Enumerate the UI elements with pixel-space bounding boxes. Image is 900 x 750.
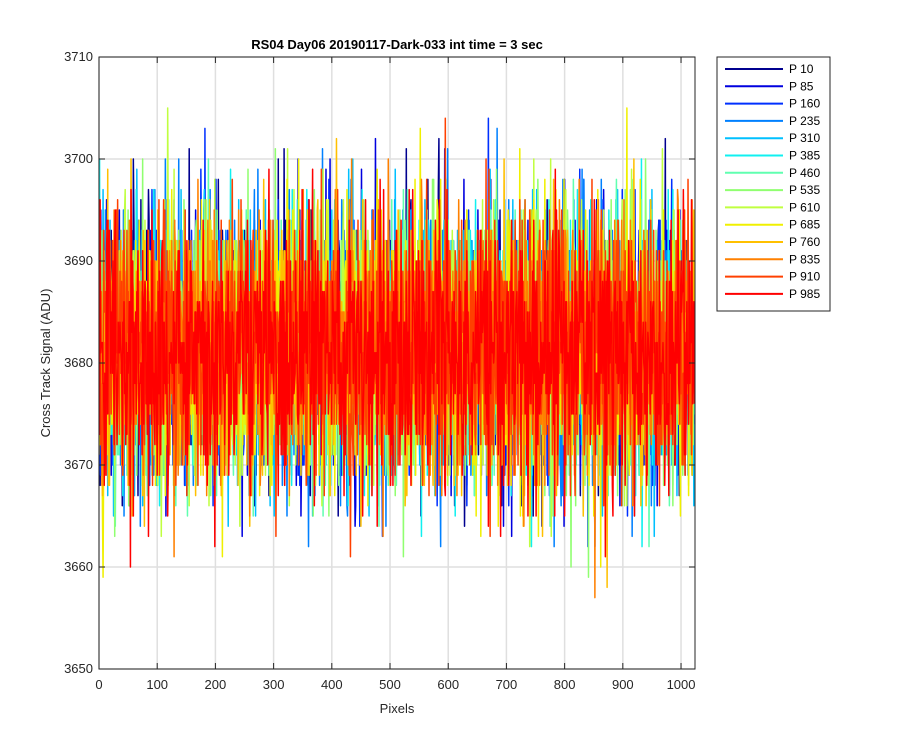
legend-label: P 235	[789, 114, 820, 128]
x-tick-label: 800	[554, 677, 576, 692]
y-tick-label: 3680	[64, 355, 93, 370]
legend-label: P 610	[789, 200, 820, 214]
series-line-13	[99, 168, 695, 568]
chart-title: RS04 Day06 20190117-Dark-033 int time = …	[251, 37, 543, 52]
legend-label: P 385	[789, 149, 820, 163]
y-tick-label: 3670	[64, 457, 93, 472]
legend-label: P 985	[789, 287, 820, 301]
x-axis-label: Pixels	[380, 701, 415, 716]
legend-label: P 535	[789, 183, 820, 197]
x-tick-label: 700	[496, 677, 518, 692]
y-tick-label: 3700	[64, 151, 93, 166]
legend-label: P 85	[789, 79, 814, 93]
x-tick-label: 1000	[667, 677, 696, 692]
y-tick-label: 3710	[64, 49, 93, 64]
legend-label: P 460	[789, 166, 820, 180]
plot-area: 0 100 200 300 400 500 600 700 800 900 1000 3650 3660…	[64, 49, 696, 692]
x-tick-label: 500	[379, 677, 401, 692]
series-lines	[99, 107, 695, 599]
x-tick-label: 100	[146, 677, 168, 692]
y-tick-label: 3650	[64, 661, 93, 676]
x-tick-label: 400	[321, 677, 343, 692]
ticks: 0 100 200 300 400 500 600 700 800 900 1000 3650 3660…	[64, 49, 695, 692]
legend-label: P 760	[789, 235, 820, 249]
x-tick-label: 200	[205, 677, 227, 692]
x-tick-label: 0	[95, 677, 102, 692]
legend-label: P 910	[789, 270, 820, 284]
legend-label: P 310	[789, 131, 820, 145]
x-tick-label: 600	[437, 677, 459, 692]
legend-box	[716, 56, 831, 312]
y-tick-label: 3660	[64, 559, 93, 574]
legend-label: P 835	[789, 252, 820, 266]
x-tick-label: 300	[263, 677, 285, 692]
legend-label: P 685	[789, 218, 820, 232]
legend: P 10 P 85 P 160 P 235 P 310 P 385 P 460 P 535 P …	[716, 56, 831, 312]
x-tick-label: 900	[612, 677, 634, 692]
y-axis-label: Cross Track Signal (ADU)	[38, 289, 53, 438]
legend-label: P 10	[789, 62, 814, 76]
legend-label: P 160	[789, 97, 820, 111]
y-tick-label: 3690	[64, 253, 93, 268]
